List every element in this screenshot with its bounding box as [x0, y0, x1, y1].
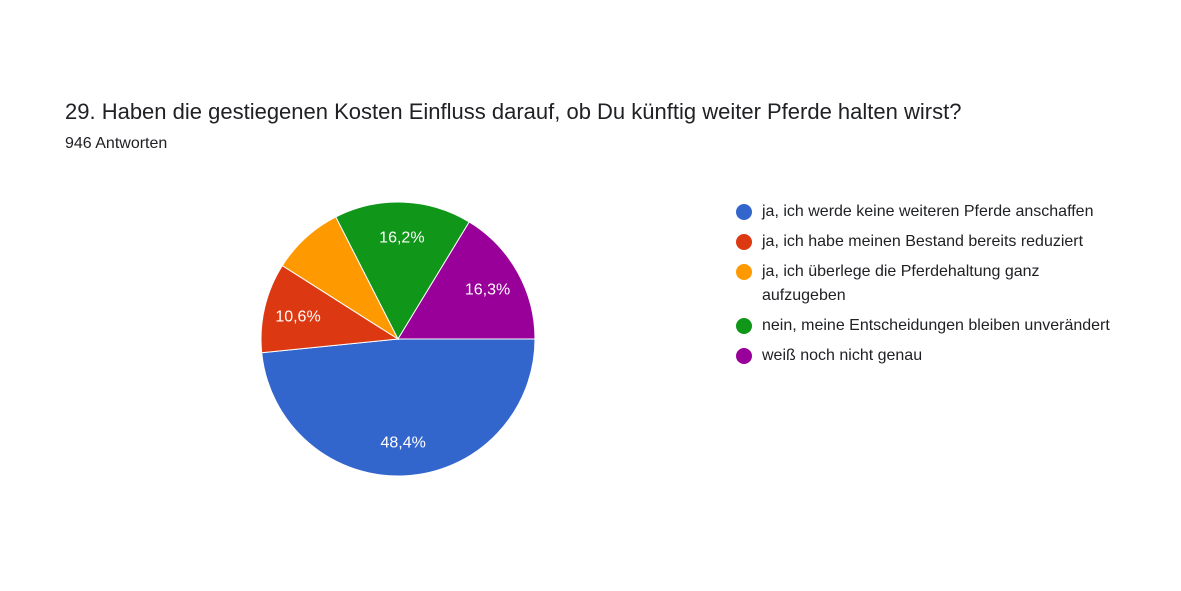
response-count: 946 Antworten	[65, 135, 168, 152]
pie-slice-5[interactable]	[397, 221, 536, 340]
legend-label: ja, ich überlege die Pferdehaltung ganz …	[762, 263, 1040, 304]
legend-dot-icon	[736, 234, 752, 250]
chart-legend: ja, ich werde keine weiteren Pferde ansc…	[736, 200, 1116, 374]
legend-item-4[interactable]: nein, meine Entscheidungen bleiben unver…	[736, 314, 1116, 338]
pie-slice-2[interactable]	[260, 264, 400, 354]
legend-label: ja, ich habe meinen Bestand bereits redu…	[762, 233, 1084, 250]
pie-slice-4[interactable]	[335, 201, 470, 341]
pie-slice-label-5: 16,3%	[465, 282, 510, 299]
legend-label: nein, meine Entscheidungen bleiben unver…	[762, 317, 1110, 334]
legend-label: weiß noch nicht genau	[762, 347, 923, 364]
legend-item-1[interactable]: ja, ich werde keine weiteren Pferde ansc…	[736, 200, 1116, 224]
pie-slice-label-4: 16,2%	[379, 229, 424, 246]
pie-slice-label-1: 48,4%	[380, 435, 425, 452]
legend-label: ja, ich werde keine weiteren Pferde ansc…	[762, 203, 1094, 220]
legend-dot-icon	[736, 204, 752, 220]
legend-item-5[interactable]: weiß noch nicht genau	[736, 344, 1116, 368]
legend-item-3[interactable]: ja, ich überlege die Pferdehaltung ganz …	[736, 260, 1116, 308]
pie-slice-1[interactable]	[261, 338, 536, 477]
legend-dot-icon	[736, 318, 752, 334]
legend-dot-icon	[736, 348, 752, 364]
pie-slice-label-2: 10,6%	[275, 308, 320, 325]
chart-title: 29. Haben die gestiegenen Kosten Einflus…	[65, 99, 962, 124]
legend-dot-icon	[736, 264, 752, 280]
legend-item-2[interactable]: ja, ich habe meinen Bestand bereits redu…	[736, 230, 1116, 254]
